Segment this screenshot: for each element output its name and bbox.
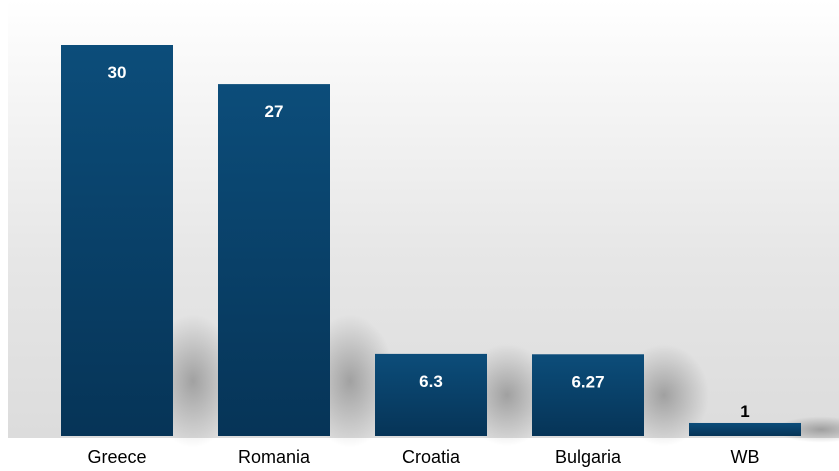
value-label-wb: 1 [740, 402, 749, 421]
bars-group [61, 45, 801, 436]
bar-croatia [375, 353, 487, 436]
value-label-romania: 27 [265, 102, 284, 121]
bar-romania [218, 84, 330, 436]
category-label-bulgaria: Bulgaria [555, 447, 622, 467]
labels-group: 30 Greece 27 Romania 6.3 Croatia 6.27 Bulgaria 1… [87, 63, 759, 467]
value-label-greece: 30 [108, 63, 127, 82]
bar-wb [689, 422, 801, 436]
category-label-romania: Romania [238, 447, 311, 467]
category-label-croatia: Croatia [402, 447, 461, 467]
category-label-greece: Greece [87, 447, 146, 467]
bar-shadow-wb [776, 416, 839, 443]
bar-bulgaria [532, 354, 644, 436]
bar-greece [61, 45, 173, 436]
value-label-bulgaria: 6.27 [571, 372, 604, 391]
category-label-wb: WB [731, 447, 760, 467]
value-label-croatia: 6.3 [419, 372, 443, 391]
